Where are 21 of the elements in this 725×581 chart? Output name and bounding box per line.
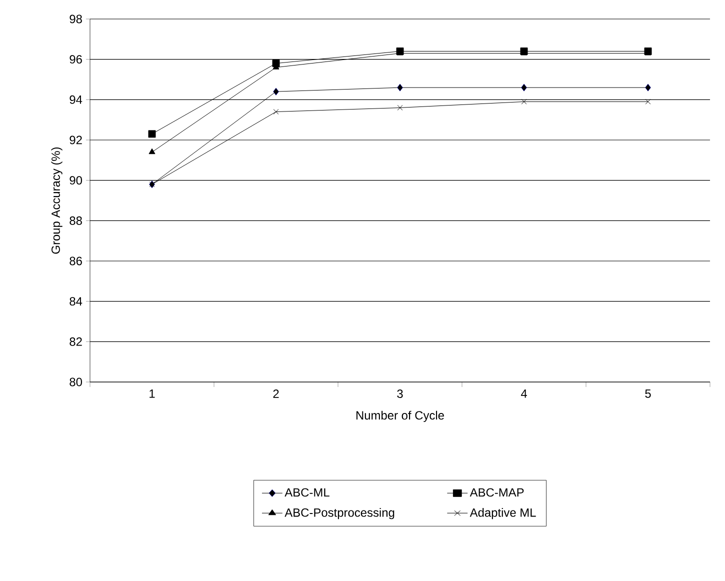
y-tick-label: 96 xyxy=(70,55,82,64)
legend-label: ABC-ML xyxy=(284,488,330,497)
y-tick-label: 86 xyxy=(70,256,82,266)
legend-label: ABC-MAP xyxy=(470,488,524,497)
y-tick-label: 92 xyxy=(70,136,82,144)
legend-label: Adaptive ML xyxy=(470,508,536,520)
x-tick-label: 3 xyxy=(397,390,403,398)
legend-label: ABC-Postprocessing xyxy=(284,508,394,520)
y-tick-label: 84 xyxy=(70,297,82,306)
x-axis-title: Number of Cycle xyxy=(356,410,444,422)
y-tick-label: 82 xyxy=(70,337,82,346)
y-axis-title: Group Accuracy (%) xyxy=(51,147,62,254)
y-tick-label: 94 xyxy=(70,95,82,104)
y-tick-label: 90 xyxy=(70,176,82,185)
x-tick-label: 4 xyxy=(520,390,527,398)
y-tick-label: 98 xyxy=(70,14,82,24)
y-tick-label: 88 xyxy=(70,216,82,225)
x-tick-label: 2 xyxy=(273,390,279,398)
x-tick-label: 1 xyxy=(150,390,155,398)
x-tick-label: 5 xyxy=(645,390,651,398)
y-tick-label: 80 xyxy=(70,378,82,386)
